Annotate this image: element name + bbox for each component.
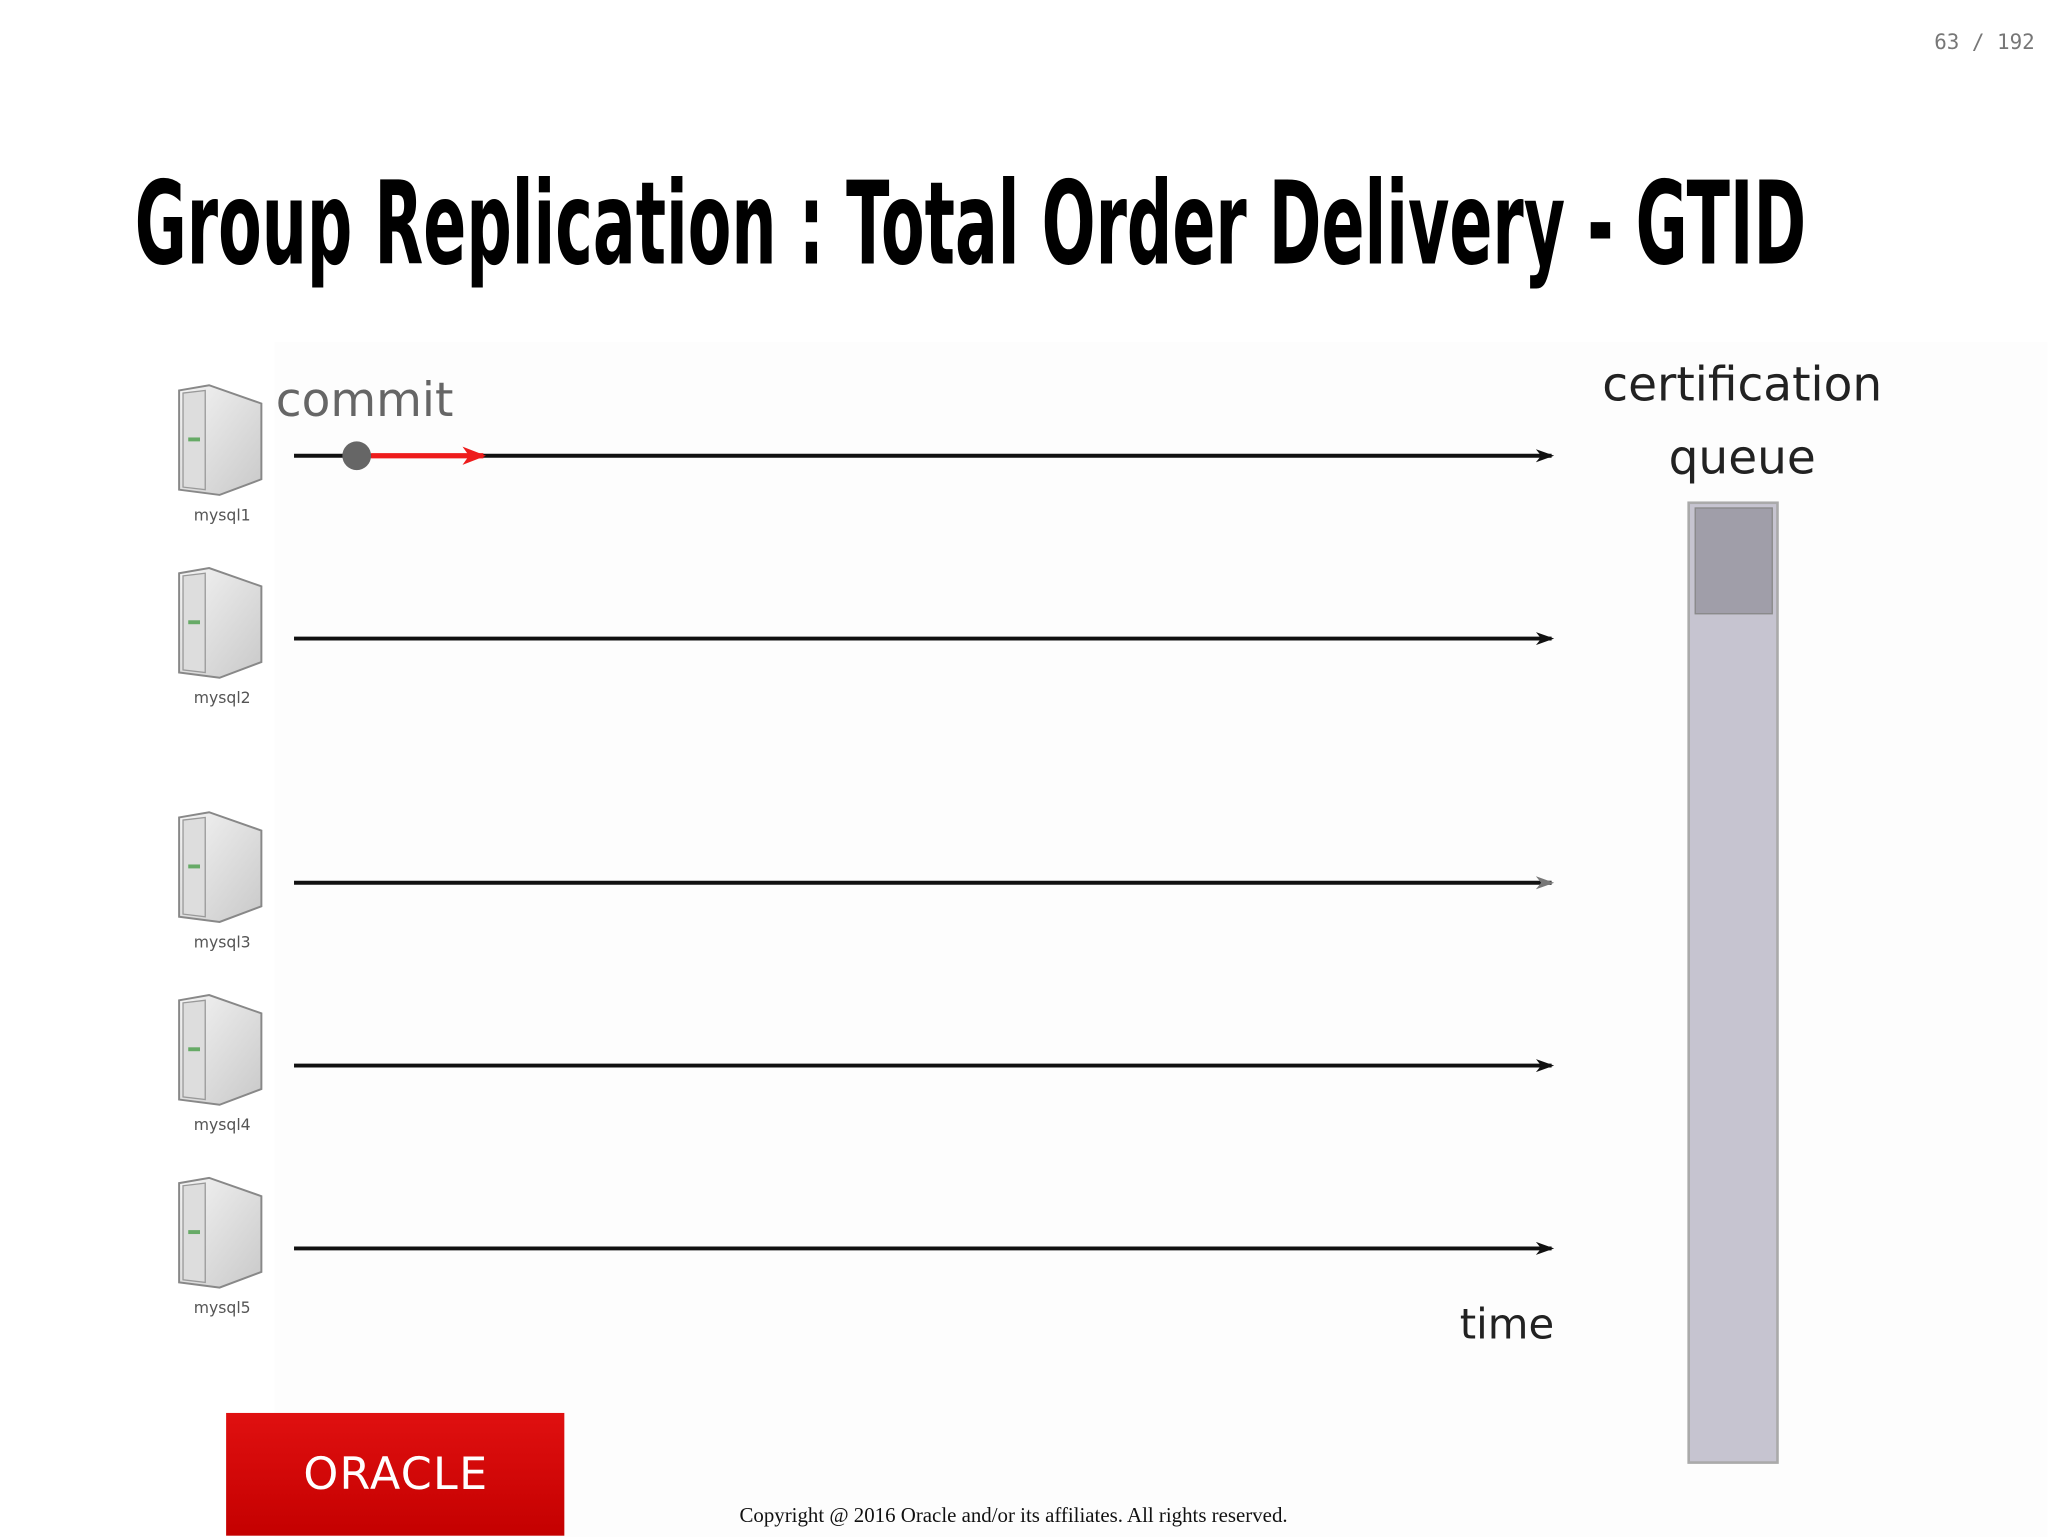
queue-title: queue xyxy=(1669,430,1816,485)
diagram-bg xyxy=(274,342,2048,1537)
commit-label: commit xyxy=(276,373,454,428)
node-rows: mysql1 mysql2 mysql3 mysql4 mysql5 xyxy=(178,384,1555,1317)
server-node: mysql1 xyxy=(178,384,1555,524)
server-led xyxy=(188,1047,201,1052)
oracle-logo-text: ORACLE xyxy=(303,1449,488,1500)
time-label: time xyxy=(1460,1299,1554,1348)
server-node: mysql5 xyxy=(178,1176,1555,1317)
server-node: mysql2 xyxy=(178,567,1555,707)
server-led xyxy=(188,437,201,442)
node-label: mysql1 xyxy=(194,505,251,524)
server-led xyxy=(188,1230,201,1235)
copyright: Copyright @ 2016 Oracle and/or its affil… xyxy=(739,1503,1287,1527)
page-number: 63 / 192 xyxy=(1934,30,2035,54)
commit-dot xyxy=(342,441,372,471)
node-label: mysql5 xyxy=(194,1298,251,1317)
slide-title: Group Replication : Total Order Delivery… xyxy=(135,158,1807,292)
node-label: mysql2 xyxy=(194,688,251,707)
queue-title: certification xyxy=(1602,357,1882,412)
server-led xyxy=(188,864,201,869)
certification-queue xyxy=(1687,501,1779,1464)
node-label: mysql4 xyxy=(194,1115,251,1134)
server-node: mysql4 xyxy=(178,994,1555,1134)
server-led xyxy=(188,620,201,625)
oracle-logo xyxy=(226,1412,565,1536)
queue-item xyxy=(1694,507,1773,615)
server-node: mysql3 xyxy=(178,811,1555,951)
node-label: mysql3 xyxy=(194,932,251,951)
